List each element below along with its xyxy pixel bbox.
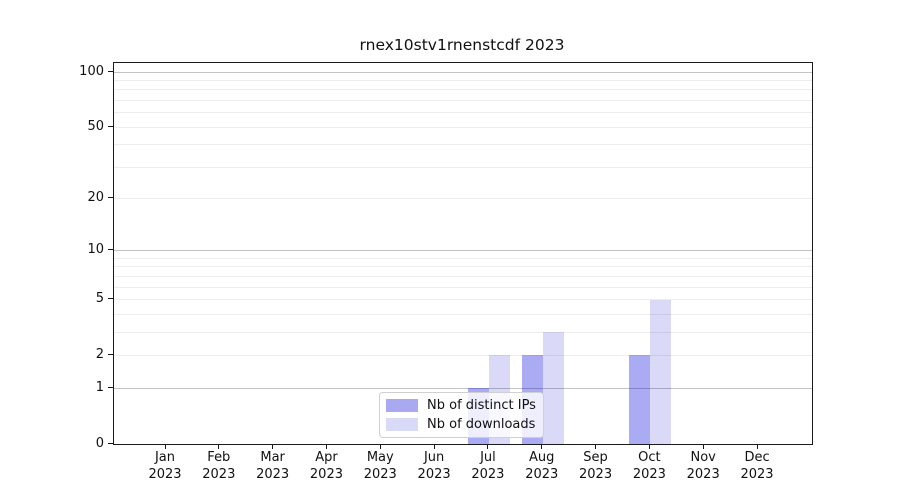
gridline-90 — [114, 79, 812, 81]
gridline-1 — [114, 387, 812, 389]
y-tick-mark-1 — [108, 386, 113, 388]
gridline-4 — [114, 313, 812, 315]
gridline-5 — [114, 299, 812, 301]
gridline-70 — [114, 99, 812, 101]
y-tick-mark-50 — [108, 125, 113, 127]
gridline-30 — [114, 166, 812, 168]
gridline-20 — [114, 198, 812, 200]
x-tick-mark-jun — [433, 444, 435, 449]
gridline-9 — [114, 257, 812, 259]
x-tick-mark-apr — [325, 444, 327, 449]
x-tick-mark-nov — [702, 444, 704, 449]
y-tick-mark-100 — [108, 70, 113, 72]
gridline-10 — [114, 250, 812, 252]
y-tick-mark-2 — [108, 353, 113, 355]
bar-oct-distinct-ips — [629, 355, 651, 444]
gridline-6 — [114, 286, 812, 288]
y-tick-label-5: 5 — [95, 291, 104, 307]
gridline-40 — [114, 144, 812, 146]
x-tick-label-aug: Aug 2023 — [525, 450, 559, 482]
x-tick-mark-dec — [756, 444, 758, 449]
legend-label-downloads: Nb of downloads — [427, 417, 536, 432]
gridline-3 — [114, 331, 812, 333]
x-tick-mark-aug — [541, 444, 543, 449]
gridline-2 — [114, 354, 812, 356]
y-tick-mark-0 — [108, 442, 113, 444]
legend-label-distinct-ips: Nb of distinct IPs — [427, 398, 536, 413]
bar-aug-downloads — [542, 332, 564, 444]
gridline-7 — [114, 275, 812, 277]
gridline-100 — [114, 71, 812, 73]
y-tick-mark-20 — [108, 197, 113, 199]
x-tick-label-dec: Dec 2023 — [740, 450, 774, 482]
x-tick-mark-mar — [272, 444, 274, 449]
x-tick-label-mar: Mar 2023 — [256, 450, 290, 482]
x-tick-mark-jan — [164, 444, 166, 449]
bar-oct-downloads — [650, 299, 672, 444]
plot-area: Nb of distinct IPs Nb of downloads — [113, 62, 813, 445]
chart-title: rnex10stv1rnenstcdf 2023 — [359, 36, 565, 54]
gridline-80 — [114, 89, 812, 91]
legend-item-distinct-ips: Nb of distinct IPs — [380, 398, 543, 413]
x-tick-label-apr: Apr 2023 — [309, 450, 343, 482]
x-tick-label-jul: Jul 2023 — [471, 450, 505, 482]
y-tick-label-2: 2 — [95, 346, 104, 362]
y-tick-mark-5 — [108, 298, 113, 300]
y-tick-label-10: 10 — [87, 242, 104, 258]
x-tick-label-sep: Sep 2023 — [579, 450, 613, 482]
y-tick-label-50: 50 — [87, 118, 104, 134]
legend-item-downloads: Nb of downloads — [380, 417, 543, 432]
y-tick-label-1: 1 — [95, 379, 104, 395]
y-tick-label-100: 100 — [79, 63, 104, 79]
x-tick-mark-feb — [218, 444, 220, 449]
y-tick-mark-10 — [108, 249, 113, 251]
y-tick-label-0: 0 — [95, 435, 104, 451]
x-tick-label-jun: Jun 2023 — [417, 450, 451, 482]
legend-swatch-downloads — [386, 418, 418, 431]
x-tick-label-feb: Feb 2023 — [202, 450, 236, 482]
gridline-8 — [114, 266, 812, 268]
x-tick-label-nov: Nov 2023 — [686, 450, 720, 482]
gridline-50 — [114, 126, 812, 128]
x-tick-mark-jul — [487, 444, 489, 449]
legend-swatch-distinct-ips — [386, 399, 418, 412]
x-tick-label-jan: Jan 2023 — [148, 450, 182, 482]
x-tick-mark-sep — [595, 444, 597, 449]
x-tick-label-may: May 2023 — [363, 450, 397, 482]
gridline-60 — [114, 112, 812, 114]
y-tick-label-20: 20 — [87, 190, 104, 206]
x-tick-label-oct: Oct 2023 — [632, 450, 666, 482]
x-tick-mark-oct — [648, 444, 650, 449]
x-tick-mark-may — [379, 444, 381, 449]
legend: Nb of distinct IPs Nb of downloads — [379, 392, 544, 438]
